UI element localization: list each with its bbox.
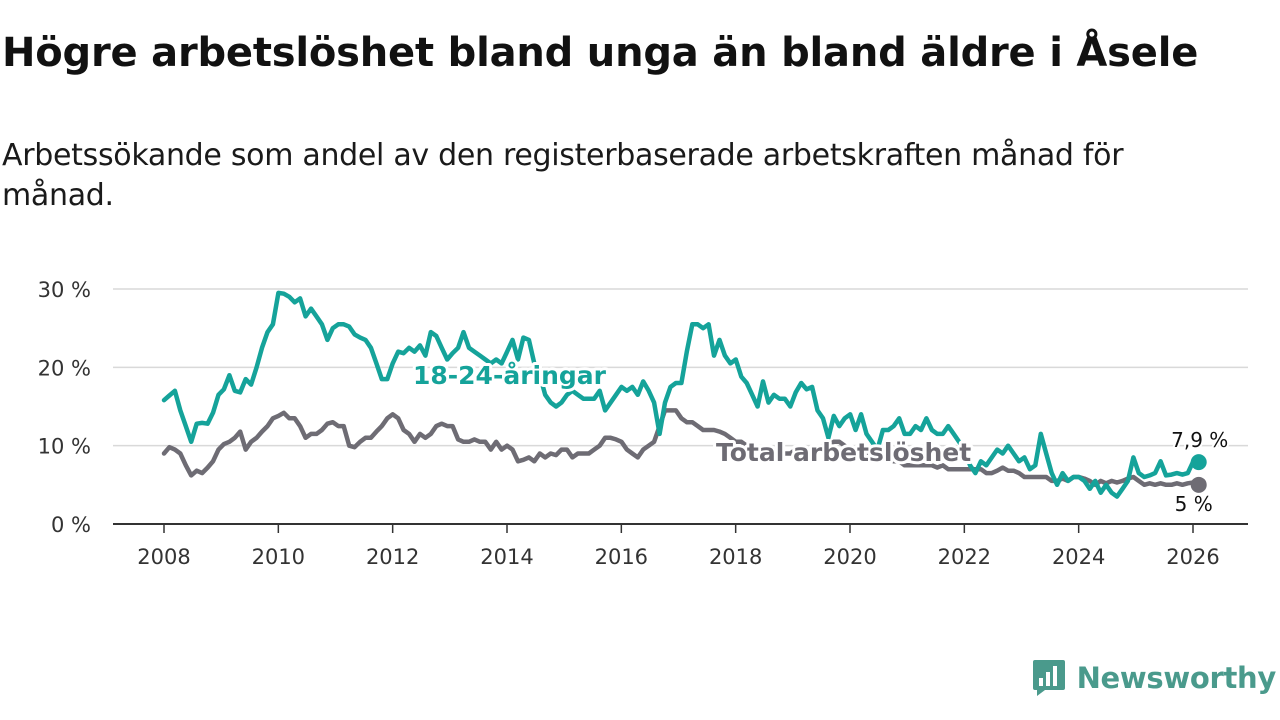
chart-title: Högre arbetslöshet bland unga än bland ä…: [2, 30, 1199, 76]
x-tick-label: 2020: [823, 545, 876, 569]
y-tick-label: 0 %: [51, 513, 91, 537]
newsworthy-logo-icon: [1032, 660, 1065, 696]
y-tick-label: 30 %: [38, 278, 91, 302]
x-tick-label: 2024: [1052, 545, 1105, 569]
brand-name: Newsworthy: [1076, 661, 1277, 695]
x-tick-label: 2026: [1166, 545, 1219, 569]
x-tick-label: 2008: [137, 545, 190, 569]
youth-end-label: 7,9 %: [1171, 428, 1228, 452]
youth-series-line: [161, 290, 1201, 499]
x-tick-label: 2010: [252, 545, 305, 569]
y-tick-label: 20 %: [38, 356, 91, 380]
total-series-label: Total arbetslöshet: [716, 438, 971, 467]
x-tick-label: 2016: [595, 545, 648, 569]
total-series-end-point: [1190, 476, 1207, 493]
x-tick-label: 2018: [709, 545, 762, 569]
chart-subtitle: Arbetssökande som andel av den registerb…: [2, 138, 1124, 213]
brand-logo: Newsworthy: [1031, 658, 1276, 698]
x-tick-label: 2014: [480, 545, 533, 569]
total-end-label: 5 %: [1175, 492, 1213, 516]
youth-series-label: 18-24-åringar: [413, 361, 607, 390]
y-tick-label: 10 %: [38, 435, 91, 459]
x-tick-label: 2012: [366, 545, 419, 569]
x-tick-label: 2022: [938, 545, 991, 569]
youth-series-end-point: [1190, 454, 1207, 471]
total-series-line: [161, 408, 1201, 488]
